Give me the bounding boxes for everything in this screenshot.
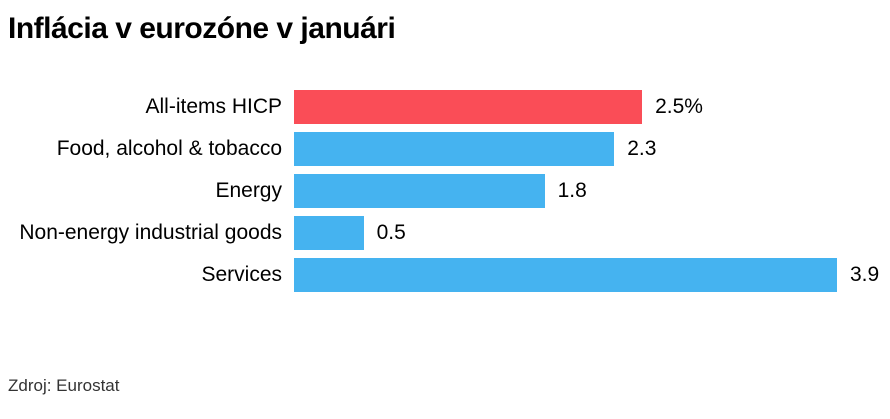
chart-row: Energy 1.8 — [8, 174, 890, 208]
chart-row: Services 3.9 — [8, 258, 890, 292]
bar-chart: All-items HICP 2.5% Food, alcohol & tobacc… — [8, 90, 890, 300]
bar-default — [294, 132, 615, 166]
value-label: 1.8 — [557, 179, 587, 202]
category-label: Food, alcohol & tobacco — [56, 137, 282, 160]
value-label: 0.5 — [376, 221, 406, 244]
chart-row: Non-energy industrial goods 0.5 — [8, 216, 890, 250]
category-label: Non-energy industrial goods — [19, 221, 282, 244]
source-note: Zdroj: Eurostat — [8, 376, 120, 395]
category-label: All-items HICP — [145, 95, 282, 118]
value-label: 3.9 — [850, 263, 880, 286]
chart-row: All-items HICP 2.5% — [8, 90, 890, 124]
bar-default — [294, 216, 364, 250]
category-label: Energy — [215, 179, 282, 202]
bar-highlight — [294, 90, 643, 124]
chart-title: Inflácia v eurozóne v januári — [8, 12, 396, 45]
bar-default — [294, 258, 837, 292]
value-label: 2.3 — [627, 137, 657, 160]
bar-default — [294, 174, 545, 208]
chart-row: Food, alcohol & tobacco 2.3 — [8, 132, 890, 166]
value-label: 2.5% — [655, 95, 703, 118]
category-label: Services — [201, 263, 282, 286]
